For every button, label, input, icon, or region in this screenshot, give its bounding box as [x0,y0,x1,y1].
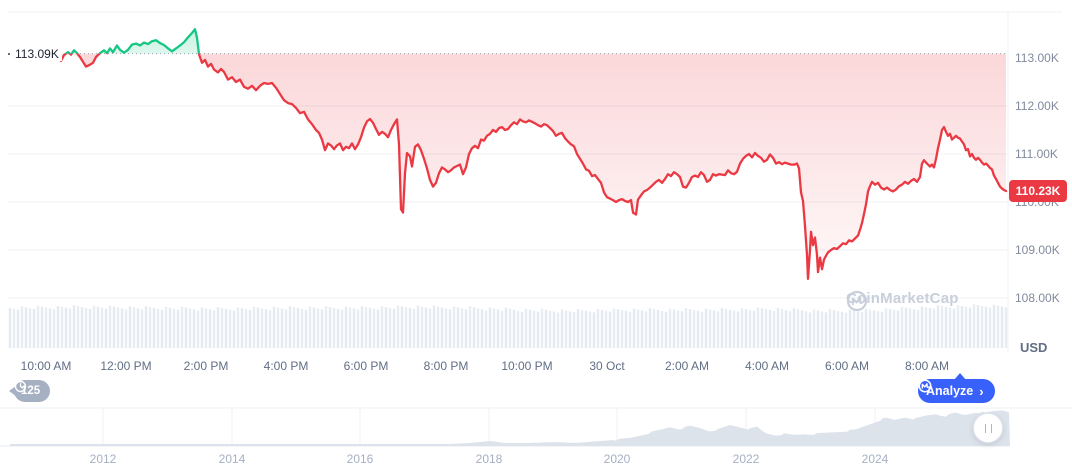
x-axis-label: 8:00 AM [904,359,950,373]
watermark-text: CoinMarketCap [846,290,959,307]
analyze-label: Analyze [926,384,974,398]
year-label: 2020 [603,452,631,466]
y-axis-label: 111.00K [1015,147,1058,161]
x-axis-label: 12:00 PM [100,359,152,373]
y-axis-label: 109.00K [1015,243,1060,257]
x-axis-label: 4:00 AM [744,359,790,373]
watermark: CoinMarketCap [846,290,959,312]
year-label: 2018 [475,452,503,466]
previous-close-label: 113.09K [12,47,62,61]
year-label: 2012 [89,452,117,466]
year-label: 2014 [218,452,246,466]
x-axis-label: 4:00 PM [263,359,309,373]
x-axis-label: 10:00 PM [501,359,553,373]
x-axis-label: 2:00 AM [664,359,710,373]
y-axis-label: 108.00K [1015,291,1060,305]
currency-label: USD [1020,340,1048,355]
volume-bars [8,304,1008,348]
year-label: 2022 [732,452,760,466]
x-axis-label: 10:00 AM [20,359,72,373]
x-axis-label: 6:00 PM [343,359,389,373]
coinmarketcap-logo-icon [846,290,868,312]
y-axis-label: 112.00K [1015,99,1059,113]
year-label: 2016 [346,452,374,466]
analyze-pointer [954,373,966,380]
baseline-marker-dot [8,53,10,55]
timeline-slider-handle[interactable] [973,413,1003,443]
drag-grip-icon [984,423,992,433]
year-label: 2024 [861,452,889,466]
bubble-tail [9,386,16,396]
coinmarketcap-logo-icon [918,379,932,393]
analyze-button[interactable]: Analyze › [918,373,995,403]
x-axis-label: 8:00 PM [423,359,469,373]
y-axis-label: 113.00K [1015,51,1059,65]
chevron-right-icon: › [979,383,984,399]
price-series [8,28,1008,280]
history-clock-icon [14,380,27,393]
x-axis-label: 6:00 AM [824,359,870,373]
replay-count-badge[interactable]: 125 [9,380,51,402]
x-axis-label: 30 Oct [589,359,625,373]
current-price-badge: 110.23K [1009,180,1067,202]
gridlines [0,11,1072,409]
x-axis-label: 2:00 PM [183,359,229,373]
